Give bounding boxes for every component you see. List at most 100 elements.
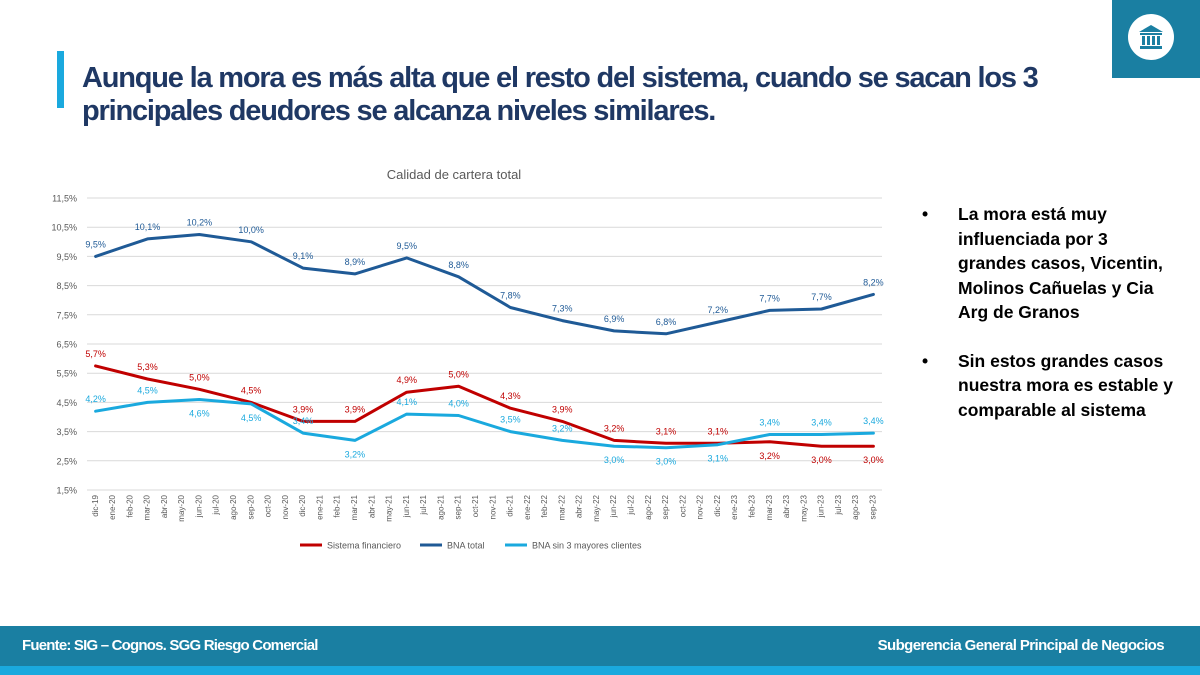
y-tick-label: 9,5% bbox=[56, 252, 77, 262]
data-label: 3,2% bbox=[604, 423, 625, 433]
x-tick-label: jul-21 bbox=[419, 494, 428, 515]
x-tick-label: jun-21 bbox=[402, 494, 411, 518]
data-label: 3,4% bbox=[863, 416, 884, 426]
x-tick-label: feb-20 bbox=[125, 494, 134, 517]
data-label: 3,4% bbox=[759, 418, 780, 428]
x-tick-label: abr-23 bbox=[782, 494, 791, 518]
data-label: 7,8% bbox=[500, 291, 521, 301]
footer-unit: Subgerencia General Principal de Negocio… bbox=[878, 637, 1164, 654]
x-tick-label: jul-23 bbox=[834, 494, 843, 515]
x-tick-label: abr-22 bbox=[575, 494, 584, 518]
x-tick-label: mar-20 bbox=[143, 494, 152, 520]
data-label: 5,7% bbox=[85, 349, 106, 359]
bank-building-icon bbox=[1128, 14, 1174, 60]
data-label: 3,0% bbox=[863, 455, 884, 465]
y-tick-label: 7,5% bbox=[56, 310, 77, 320]
x-tick-label: oct-22 bbox=[678, 494, 687, 517]
data-label: 3,0% bbox=[656, 457, 677, 467]
x-tick-label: mar-23 bbox=[765, 494, 774, 520]
bullet-text: Sin estos grandes casos nuestra mora es … bbox=[958, 351, 1173, 420]
x-tick-label: oct-20 bbox=[264, 494, 273, 517]
data-label: 5,3% bbox=[137, 362, 158, 372]
x-tick-label: may-21 bbox=[385, 494, 394, 521]
legend-label: BNA total bbox=[447, 541, 485, 551]
data-label: 8,9% bbox=[345, 257, 366, 267]
data-label: 9,5% bbox=[396, 241, 417, 251]
series-line-0 bbox=[96, 366, 874, 446]
data-label: 6,9% bbox=[604, 314, 625, 324]
bullet-point: • bbox=[922, 202, 928, 227]
loan-quality-chart: Calidad de cartera total 1,5% 2,5% 3,5% 4,5%… bbox=[0, 160, 900, 560]
x-tick-label: feb-21 bbox=[333, 494, 342, 517]
y-tick-label: 6,5% bbox=[56, 340, 77, 350]
data-label: 4,1% bbox=[396, 397, 417, 407]
series-line-1 bbox=[96, 235, 874, 334]
bullet-text: La mora está muy influenciada por 3 gran… bbox=[958, 204, 1163, 322]
y-tick-label: 2,5% bbox=[56, 456, 77, 466]
bullet-item: • La mora está muy influenciada por 3 gr… bbox=[922, 202, 1177, 325]
x-tick-label: sep-20 bbox=[246, 494, 255, 519]
y-tick-label: 5,5% bbox=[56, 369, 77, 379]
chart-title: Calidad de cartera total bbox=[387, 167, 522, 182]
x-tick-label: may-22 bbox=[592, 494, 601, 521]
data-label: 10,1% bbox=[135, 222, 161, 232]
data-label: 4,0% bbox=[448, 399, 469, 409]
data-label: 5,0% bbox=[189, 372, 210, 382]
data-label: 4,3% bbox=[500, 391, 521, 401]
data-label: 3,0% bbox=[811, 455, 832, 465]
x-tick-label: ene-21 bbox=[315, 494, 324, 519]
data-label: 7,2% bbox=[708, 305, 729, 315]
legend-label: Sistema financiero bbox=[327, 541, 401, 551]
footer-source: Fuente: SIG – Cognos. SGG Riesgo Comerci… bbox=[22, 637, 318, 654]
data-label: 5,0% bbox=[448, 369, 469, 379]
data-label: 3,4% bbox=[811, 418, 832, 428]
data-label: 3,9% bbox=[293, 404, 314, 414]
x-tick-label: ene-20 bbox=[108, 494, 117, 519]
data-label: 3,2% bbox=[345, 449, 366, 459]
legend-label: BNA sin 3 mayores clientes bbox=[532, 541, 642, 551]
data-label: 3,9% bbox=[345, 404, 366, 414]
x-tick-label: abr-20 bbox=[160, 494, 169, 518]
data-label: 4,5% bbox=[137, 385, 158, 395]
x-tick-label: mar-21 bbox=[350, 494, 359, 520]
x-tick-label: ene-23 bbox=[730, 494, 739, 519]
x-tick-label: jun-22 bbox=[609, 494, 618, 518]
x-tick-label: nov-22 bbox=[696, 494, 705, 519]
data-label: 7,3% bbox=[552, 304, 573, 314]
y-tick-label: 4,5% bbox=[56, 398, 77, 408]
y-tick-label: 11,5% bbox=[52, 194, 77, 204]
x-tick-label: mar-22 bbox=[557, 494, 566, 520]
x-tick-label: jun-20 bbox=[194, 494, 203, 518]
x-tick-label: dic-21 bbox=[506, 494, 515, 516]
data-label: 3,4% bbox=[293, 416, 314, 426]
x-tick-label: ene-22 bbox=[523, 494, 532, 519]
x-tick-label: ago-22 bbox=[644, 494, 653, 519]
footer-strip bbox=[0, 666, 1200, 675]
x-tick-label: jul-22 bbox=[627, 494, 636, 515]
x-tick-label: sep-23 bbox=[868, 494, 877, 519]
data-label: 4,5% bbox=[241, 385, 262, 395]
x-tick-label: ago-23 bbox=[851, 494, 860, 519]
y-tick-label: 8,5% bbox=[56, 281, 77, 291]
data-label: 8,8% bbox=[448, 260, 469, 270]
data-label: 3,1% bbox=[708, 426, 729, 436]
data-label: 3,9% bbox=[552, 404, 573, 414]
x-tick-label: sep-22 bbox=[661, 494, 670, 519]
x-tick-label: dic-20 bbox=[298, 494, 307, 516]
data-label: 8,2% bbox=[863, 277, 884, 287]
data-label: 10,2% bbox=[187, 218, 213, 228]
data-label: 7,7% bbox=[811, 292, 832, 302]
data-label: 4,9% bbox=[396, 375, 417, 385]
x-tick-label: nov-21 bbox=[488, 494, 497, 519]
x-tick-label: may-23 bbox=[799, 494, 808, 521]
slide-title: Aunque la mora es más alta que el resto … bbox=[82, 62, 1082, 128]
bullet-point: • bbox=[922, 349, 928, 374]
x-tick-label: sep-21 bbox=[454, 494, 463, 519]
data-label: 3,5% bbox=[500, 415, 521, 425]
bullet-list: • La mora está muy influenciada por 3 gr… bbox=[922, 202, 1177, 446]
data-label: 4,2% bbox=[85, 394, 106, 404]
footer-bar: Fuente: SIG – Cognos. SGG Riesgo Comerci… bbox=[0, 626, 1200, 666]
data-label: 3,0% bbox=[604, 455, 625, 465]
x-tick-label: nov-20 bbox=[281, 494, 290, 519]
y-tick-label: 10,5% bbox=[51, 223, 77, 233]
